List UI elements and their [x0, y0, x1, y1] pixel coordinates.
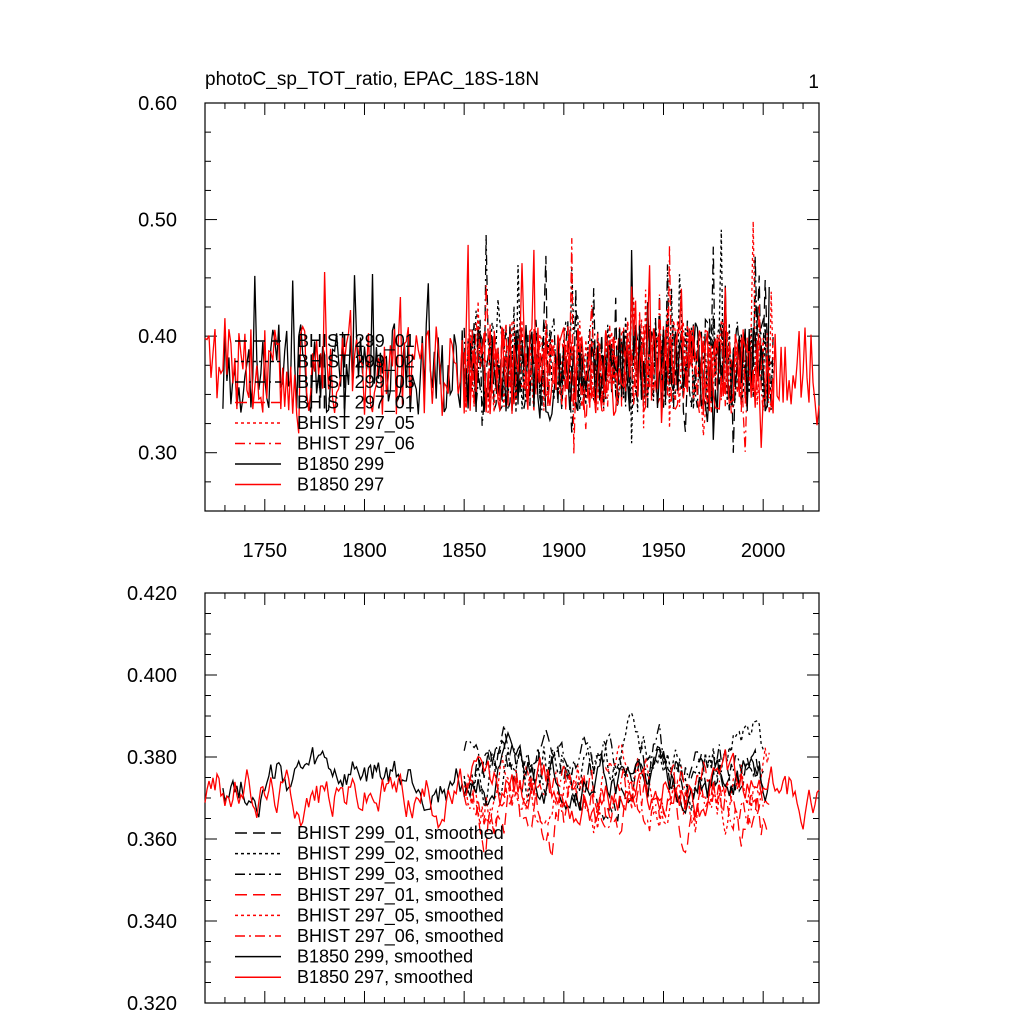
- series-line: [463, 221, 774, 436]
- series-line: [463, 727, 764, 822]
- x-tick-label: 1750: [243, 540, 288, 562]
- series-line: [463, 761, 770, 858]
- y-tick-label: 0.400: [127, 665, 177, 687]
- bottom-series-group: [204, 711, 820, 858]
- x-tick-label: 1850: [442, 540, 487, 562]
- legend-label: BHIST 299_03, smoothed: [297, 864, 504, 885]
- series-line: [222, 249, 770, 440]
- legend-label: BHIST 297_06: [297, 434, 415, 455]
- legend-label: BHIST 297_01: [297, 393, 415, 414]
- x-tick-label: 1900: [542, 540, 587, 562]
- y-tick-label: 0.360: [127, 829, 177, 851]
- legend-label: BHIST 299_01: [297, 331, 415, 352]
- series-line: [463, 743, 770, 835]
- series-line: [204, 244, 820, 448]
- legend-label: BHIST 297_06, smoothed: [297, 926, 504, 947]
- y-tick-label: 0.60: [138, 93, 177, 115]
- top-series-group: [204, 221, 820, 454]
- legend-label: BHIST 297_05: [297, 413, 415, 434]
- bottom-chart: 0.320 0.340 0.360 0.380 0.400 0.420 BHIST 299…: [127, 583, 820, 1015]
- y-tick-label: 0.40: [138, 326, 177, 348]
- bottom-axes: 0.320 0.340 0.360 0.380 0.400 0.420: [127, 583, 819, 1015]
- y-tick-label: 0.30: [138, 443, 177, 465]
- y-tick-label: 0.340: [127, 911, 177, 933]
- top-chart: photoC_sp_TOT_ratio, EPAC_18S-18N 1 1750…: [138, 69, 820, 562]
- top-axes: 1750 1800 1850 1900 1950 2000 0.30 0.40 0.50 0.60: [138, 93, 819, 562]
- y-tick-label: 0.420: [127, 583, 177, 605]
- series-line: [463, 724, 764, 796]
- y-tick-label: 0.320: [127, 993, 177, 1015]
- legend-label: BHIST 297_05, smoothed: [297, 905, 504, 926]
- series-line: [204, 749, 820, 830]
- legend-label: BHIST 297_01, smoothed: [297, 885, 504, 906]
- legend-label: B1850 299, smoothed: [297, 947, 473, 967]
- series-line: [463, 711, 764, 811]
- x-tick-label: 2000: [741, 540, 786, 562]
- top-chart-title: photoC_sp_TOT_ratio, EPAC_18S-18N: [205, 69, 539, 90]
- page-number: 1: [808, 72, 819, 93]
- legend-label: BHIST 299_01, smoothed: [297, 823, 504, 844]
- legend-label: B1850 297, smoothed: [297, 967, 473, 987]
- legend-label: BHIST 299_02, smoothed: [297, 844, 504, 865]
- y-tick-label: 0.380: [127, 747, 177, 769]
- x-tick-label: 1800: [342, 540, 387, 562]
- legend-label: BHIST 299_03: [297, 372, 415, 393]
- x-tick-label: 1950: [641, 540, 686, 562]
- legend-label: B1850 297: [297, 475, 384, 495]
- legend-label: BHIST 299_02: [297, 352, 415, 373]
- legend-label: B1850 299: [297, 454, 384, 474]
- series-line: [463, 229, 774, 444]
- series-line: [463, 764, 770, 833]
- y-tick-label: 0.50: [138, 210, 177, 232]
